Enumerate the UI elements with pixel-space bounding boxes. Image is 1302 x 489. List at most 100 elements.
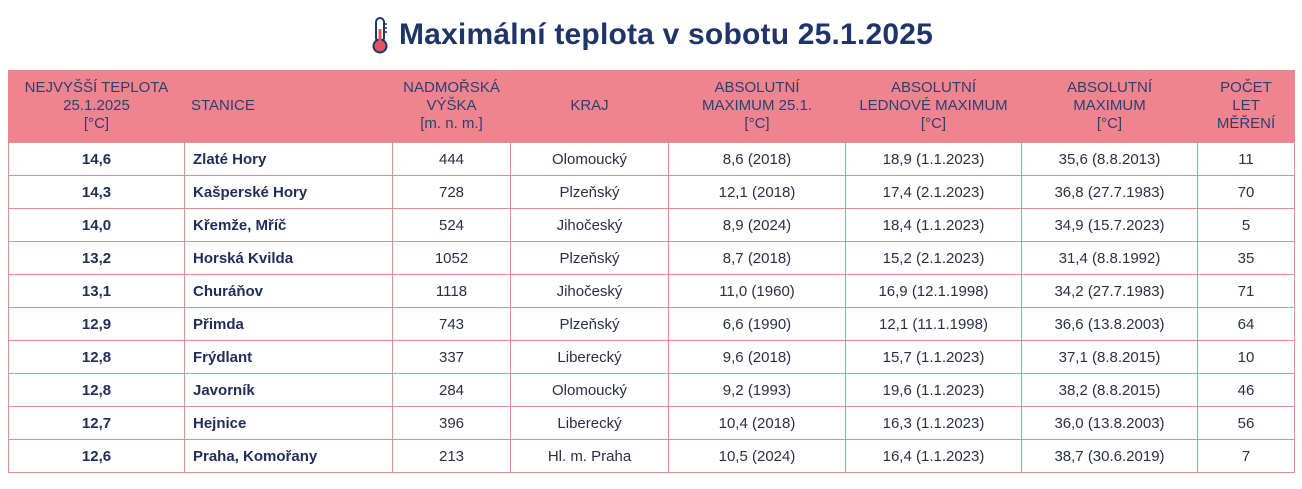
abs-max-day-cell: 10,4 (2018): [668, 406, 846, 440]
table-row: 14,6 Zlaté Hory 444 Olomoucký 8,6 (2018) 18,9…: [8, 142, 1295, 176]
years-cell: 11: [1197, 142, 1295, 176]
station-cell: Javorník: [184, 373, 393, 407]
abs-max-january-cell: 15,2 (2.1.2023): [845, 241, 1022, 275]
station-cell: Horská Kvilda: [184, 241, 393, 275]
header-text-line: MĚŘENÍ: [1216, 115, 1276, 132]
header-altitude: NADMOŘSKÁ VÝŠKA [m. n. m.]: [392, 70, 511, 143]
years-cell: 71: [1197, 274, 1295, 308]
station-cell: Přimda: [184, 307, 393, 341]
header-text-line: ABSOLUTNÍ: [890, 79, 977, 96]
header-years: POČET LET MĚŘENÍ: [1197, 70, 1295, 143]
header-abs-max-january: ABSOLUTNÍ LEDNOVÉ MAXIMUM [°C]: [845, 70, 1022, 143]
region-cell: Plzeňský: [510, 175, 669, 209]
station-cell: Hejnice: [184, 406, 393, 440]
table-row: 14,3 Kašperské Hory 728 Plzeňský 12,1 (2018)…: [8, 175, 1295, 209]
abs-max-january-cell: 12,1 (11.1.1998): [845, 307, 1022, 341]
abs-max-cell: 36,8 (27.7.1983): [1021, 175, 1198, 209]
years-cell: 5: [1197, 208, 1295, 242]
table-row: 12,7 Hejnice 396 Liberecký 10,4 (2018) 16,3 (…: [8, 406, 1295, 440]
region-cell: Hl. m. Praha: [510, 439, 669, 473]
abs-max-cell: 35,6 (8.8.2013): [1021, 142, 1198, 176]
max-temp-cell: 13,1: [8, 274, 185, 308]
abs-max-day-cell: 8,9 (2024): [668, 208, 846, 242]
table-row: 12,8 Javorník 284 Olomoucký 9,2 (1993) 19,6 (…: [8, 373, 1295, 407]
altitude-cell: 213: [392, 439, 511, 473]
header-text-line: ABSOLUTNÍ: [714, 79, 800, 96]
abs-max-cell: 36,6 (13.8.2003): [1021, 307, 1198, 341]
header-text-line: [°C]: [744, 115, 770, 132]
header-max-temp: NEJVYŠŠÍ TEPLOTA 25.1.2025 [°C]: [8, 70, 185, 143]
max-temp-cell: 12,8: [8, 373, 185, 407]
altitude-cell: 1052: [392, 241, 511, 275]
station-cell: Křemže, Mříč: [184, 208, 393, 242]
max-temp-cell: 14,0: [8, 208, 185, 242]
header-abs-max-day: ABSOLUTNÍ MAXIMUM 25.1. [°C]: [668, 70, 846, 143]
abs-max-january-cell: 18,4 (1.1.2023): [845, 208, 1022, 242]
header-text-line: [°C]: [1096, 115, 1123, 132]
max-temp-cell: 12,6: [8, 439, 185, 473]
abs-max-day-cell: 8,6 (2018): [668, 142, 846, 176]
header-text-line: NADMOŘSKÁ: [403, 79, 500, 96]
thermometer-icon: [369, 15, 391, 55]
altitude-cell: 524: [392, 208, 511, 242]
header-text-line: [°C]: [83, 115, 110, 132]
abs-max-cell: 31,4 (8.8.1992): [1021, 241, 1198, 275]
header-text-line: [°C]: [920, 115, 947, 132]
region-cell: Plzeňský: [510, 241, 669, 275]
station-cell: Praha, Komořany: [184, 439, 393, 473]
table-row: 13,2 Horská Kvilda 1052 Plzeňský 8,7 (2018) 1…: [8, 241, 1295, 275]
station-cell: Churáňov: [184, 274, 393, 308]
station-cell: Frýdlant: [184, 340, 393, 374]
header-station: STANICE: [184, 70, 393, 143]
header-text-line: MAXIMUM 25.1.: [701, 97, 813, 114]
region-cell: Jihočeský: [510, 208, 669, 242]
header-text-line: LET: [1232, 97, 1260, 114]
header-region: KRAJ: [510, 70, 669, 143]
years-cell: 10: [1197, 340, 1295, 374]
years-cell: 64: [1197, 307, 1295, 341]
station-cell: Kašperské Hory: [184, 175, 393, 209]
max-temp-cell: 14,3: [8, 175, 185, 209]
region-cell: Plzeňský: [510, 307, 669, 341]
altitude-cell: 337: [392, 340, 511, 374]
abs-max-january-cell: 15,7 (1.1.2023): [845, 340, 1022, 374]
abs-max-cell: 38,7 (30.6.2019): [1021, 439, 1198, 473]
max-temp-cell: 14,6: [8, 142, 185, 176]
abs-max-january-cell: 16,4 (1.1.2023): [845, 439, 1022, 473]
header-text-line: STANICE: [191, 97, 255, 114]
abs-max-day-cell: 12,1 (2018): [668, 175, 846, 209]
region-cell: Liberecký: [510, 340, 669, 374]
table-row: 12,9 Přimda 743 Plzeňský 6,6 (1990) 12,1 (11.…: [8, 307, 1295, 341]
years-cell: 56: [1197, 406, 1295, 440]
years-cell: 46: [1197, 373, 1295, 407]
altitude-cell: 1118: [392, 274, 511, 308]
abs-max-cell: 36,0 (13.8.2003): [1021, 406, 1198, 440]
abs-max-january-cell: 19,6 (1.1.2023): [845, 373, 1022, 407]
abs-max-cell: 34,9 (15.7.2023): [1021, 208, 1198, 242]
max-temp-cell: 13,2: [8, 241, 185, 275]
altitude-cell: 743: [392, 307, 511, 341]
title-bar: Maximální teplota v sobotu 25.1.2025: [0, 0, 1302, 70]
header-text-line: ABSOLUTNÍ: [1066, 79, 1153, 96]
table-row: 13,1 Churáňov 1118 Jihočeský 11,0 (1960) 16,9…: [8, 274, 1295, 308]
abs-max-january-cell: 18,9 (1.1.2023): [845, 142, 1022, 176]
header-abs-max: ABSOLUTNÍ MAXIMUM [°C]: [1021, 70, 1198, 143]
abs-max-day-cell: 9,2 (1993): [668, 373, 846, 407]
altitude-cell: 284: [392, 373, 511, 407]
region-cell: Olomoucký: [510, 142, 669, 176]
header-text-line: NEJVYŠŠÍ TEPLOTA: [24, 79, 169, 96]
abs-max-cell: 37,1 (8.8.2015): [1021, 340, 1198, 374]
max-temp-cell: 12,8: [8, 340, 185, 374]
table-row: 12,6 Praha, Komořany 213 Hl. m. Praha 10,5 (…: [8, 439, 1295, 473]
header-text-line: [m. n. m.]: [420, 115, 483, 132]
abs-max-cell: 34,2 (27.7.1983): [1021, 274, 1198, 308]
abs-max-january-cell: 16,3 (1.1.2023): [845, 406, 1022, 440]
region-cell: Liberecký: [510, 406, 669, 440]
region-cell: Jihočeský: [510, 274, 669, 308]
region-cell: Olomoucký: [510, 373, 669, 407]
header-text-line: POČET: [1220, 79, 1272, 96]
table-row: 14,0 Křemže, Mříč 524 Jihočeský 8,9 (2024) 18…: [8, 208, 1295, 242]
max-temp-cell: 12,9: [8, 307, 185, 341]
station-cell: Zlaté Hory: [184, 142, 393, 176]
header-row: NEJVYŠŠÍ TEPLOTA 25.1.2025 [°C] STANICE NADM…: [8, 70, 1295, 143]
